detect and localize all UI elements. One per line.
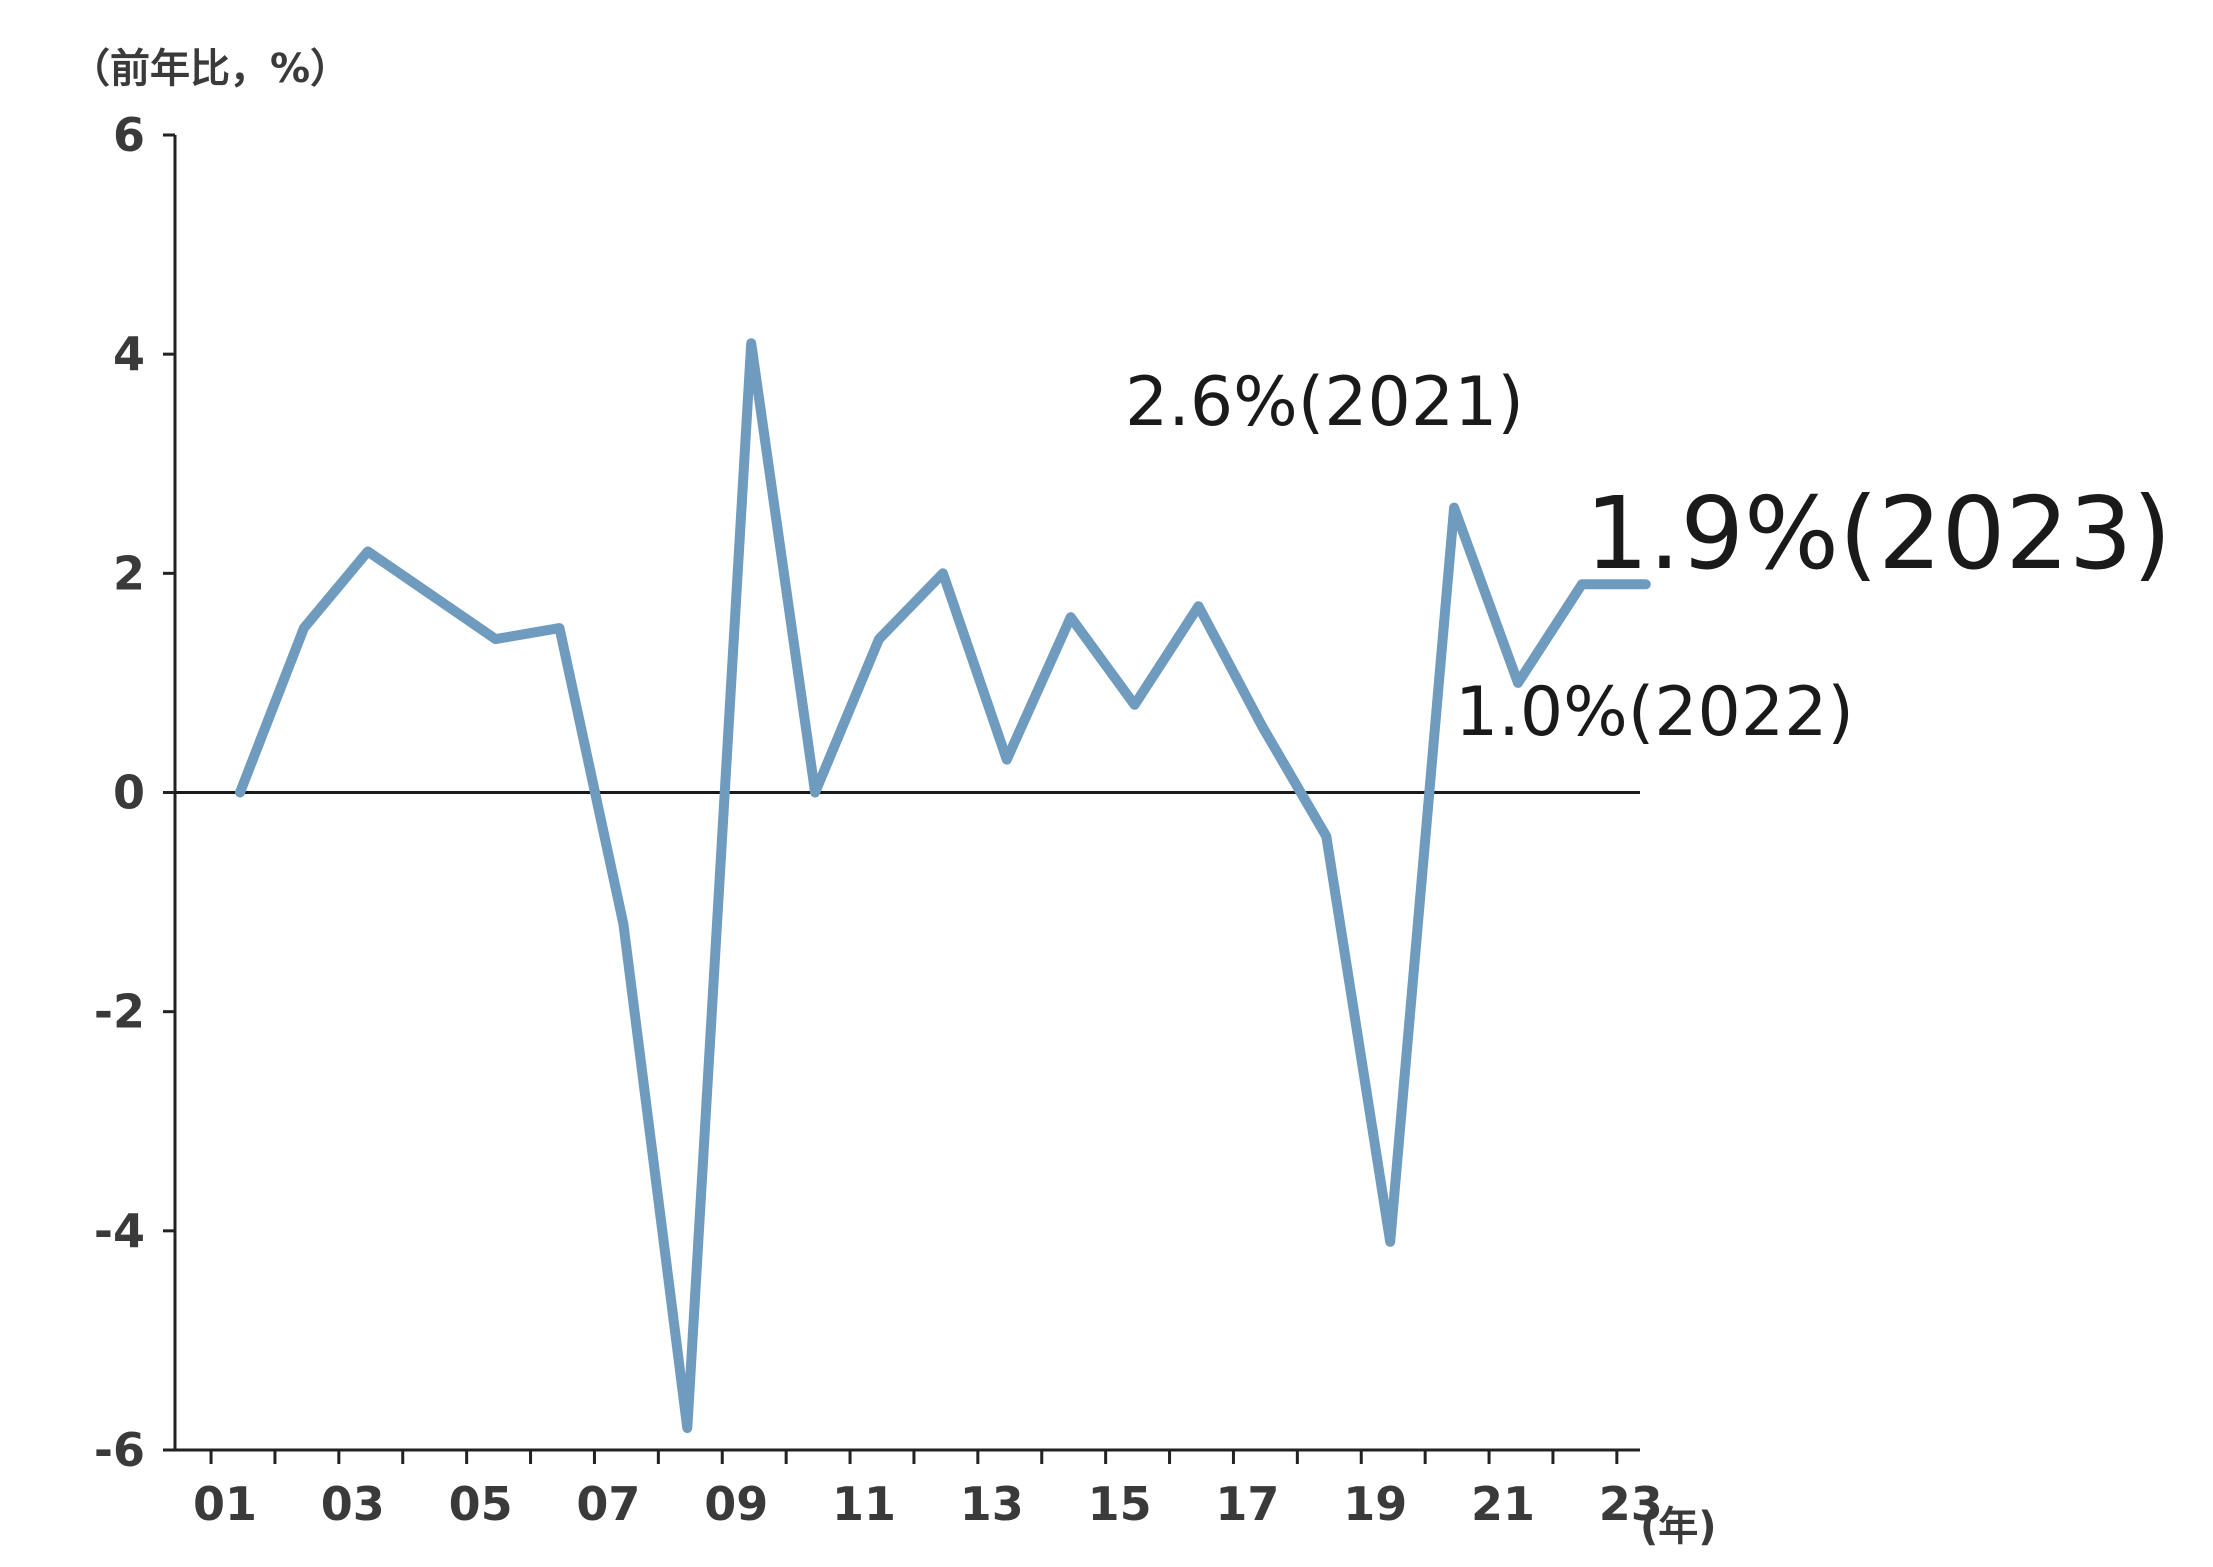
- x-tick-label: 01: [193, 1477, 257, 1531]
- annotation-2022: 1.0%(2022): [1455, 673, 1854, 752]
- x-tick-label: 05: [449, 1477, 513, 1531]
- x-tick-label: 17: [1215, 1477, 1279, 1531]
- y-axis: 6 4 2 0 -2 -4 -6: [94, 108, 177, 1477]
- y-axis-label: （前年比，%）: [70, 46, 350, 92]
- x-tick-label: 11: [832, 1477, 896, 1531]
- x-tick-label: 15: [1088, 1477, 1152, 1531]
- x-tick-label: 03: [321, 1477, 385, 1531]
- annotations: 2.6%(2021) 1.0%(2022) 1.9%(2023): [1125, 363, 2172, 752]
- y-tick-label: 4: [113, 327, 145, 381]
- x-tick-label: 21: [1471, 1477, 1535, 1531]
- y-tick-label: -2: [94, 985, 145, 1039]
- x-tick-label: 23: [1599, 1477, 1663, 1531]
- y-tick-label: -6: [94, 1423, 145, 1477]
- x-tick-label: 09: [704, 1477, 768, 1531]
- y-tick-label: 6: [113, 108, 145, 162]
- x-axis-label: (年): [1640, 1504, 1717, 1550]
- x-tick-label: 13: [960, 1477, 1024, 1531]
- y-tick-label: -4: [94, 1204, 145, 1258]
- series-line: [235, 338, 1651, 1434]
- annotation-2023: 1.9%(2023): [1585, 475, 2172, 592]
- x-axis: 01 03 05 07 09 11 13 15 17 19 21 23: [175, 1448, 1663, 1531]
- y-tick-label: 2: [113, 546, 145, 600]
- annotation-2021: 2.6%(2021): [1125, 363, 1524, 442]
- x-tick-label: 19: [1343, 1477, 1407, 1531]
- y-tick-label: 0: [113, 766, 145, 820]
- x-tick-label: 07: [576, 1477, 640, 1531]
